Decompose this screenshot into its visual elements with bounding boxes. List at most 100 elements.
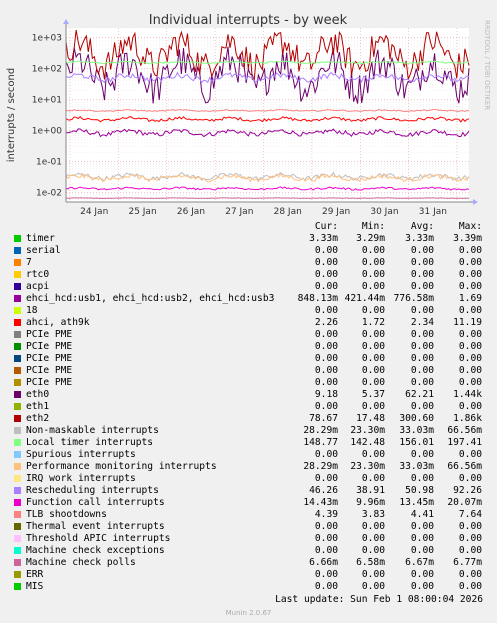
legend-row: PCIe PME 0.00 0.00 0.00 0.00 xyxy=(0,329,497,341)
legend-max-value: 1.44k xyxy=(453,389,482,400)
legend-avg-value: 13.45m xyxy=(399,497,434,508)
legend-min-value: 6.58m xyxy=(356,557,385,568)
legend-max-value: 0.00 xyxy=(458,521,482,532)
legend-row: PCIe PME 0.00 0.00 0.00 0.00 xyxy=(0,341,497,353)
legend-max-value: 0.00 xyxy=(458,329,482,340)
legend-min-value: 0.00 xyxy=(361,341,385,352)
legend-cur-value: 78.67 xyxy=(309,413,338,424)
legend-avg-value: 0.00 xyxy=(410,353,434,364)
legend-swatch xyxy=(14,379,21,386)
legend-max-value: 92.26 xyxy=(453,485,482,496)
legend-row: timer 3.33m 3.29m 3.33m 3.39m xyxy=(0,233,497,245)
legend-row: ERR 0.00 0.00 0.00 0.00 xyxy=(0,569,497,581)
legend-label: PCIe PME xyxy=(26,329,73,340)
legend-cur-value: 3.33m xyxy=(309,233,338,244)
legend-avg-value: 0.00 xyxy=(410,401,434,412)
legend-min-value: 3.29m xyxy=(356,233,385,244)
legend-label: PCIe PME xyxy=(26,377,73,388)
y-tick-label: 1e-01 xyxy=(36,158,62,168)
legend-label: eth1 xyxy=(26,401,50,412)
legend-max-value: 0.00 xyxy=(458,353,482,364)
legend-avg-value: 3.33m xyxy=(405,233,434,244)
legend-avg-value: 62.21 xyxy=(405,389,434,400)
legend-row: eth0 9.18 5.37 62.21 1.44k xyxy=(0,389,497,401)
legend-avg-value: 0.00 xyxy=(410,473,434,484)
legend-min-value: 0.00 xyxy=(361,449,385,460)
legend-label: Rescheduling interrupts xyxy=(26,485,159,496)
col-max-header: Max: xyxy=(458,221,482,232)
legend-swatch xyxy=(14,511,21,518)
legend-label: PCIe PME xyxy=(26,341,73,352)
legend-cur-value: 0.00 xyxy=(314,245,338,256)
legend-min-value: 0.00 xyxy=(361,533,385,544)
legend-avg-value: 0.00 xyxy=(410,449,434,460)
legend-max-value: 0.00 xyxy=(458,341,482,352)
legend-row: Non-maskable interrupts 28.29m 23.30m 33.03… xyxy=(0,425,497,437)
legend-max-value: 0.00 xyxy=(458,449,482,460)
legend-cur-value: 0.00 xyxy=(314,365,338,376)
chart-title: Individual interrupts - by week xyxy=(149,13,348,28)
legend-cur-value: 0.00 xyxy=(314,581,338,592)
legend-swatch xyxy=(14,307,21,314)
legend-avg-value: 33.03m xyxy=(399,461,434,472)
x-axis-arrow xyxy=(473,199,478,205)
x-tick-label: 30 Jan xyxy=(370,207,398,217)
legend-cur-value: 0.00 xyxy=(314,401,338,412)
series-line xyxy=(65,116,470,123)
legend-row: Machine check exceptions 0.00 0.00 0.00 0.00 xyxy=(0,545,497,557)
legend-cur-value: 148.77 xyxy=(303,437,338,448)
legend-avg-value: 0.00 xyxy=(410,581,434,592)
legend-min-value: 9.96m xyxy=(356,497,385,508)
legend-label: serial xyxy=(26,245,61,256)
legend-row: Function call interrupts 14.43m 9.96m 13.45… xyxy=(0,497,497,509)
legend-cur-value: 848.13m xyxy=(297,293,338,304)
series-line xyxy=(65,128,470,138)
legend-swatch xyxy=(14,535,21,542)
legend-avg-value: 0.00 xyxy=(410,257,434,268)
legend-avg-value: 33.03m xyxy=(399,425,434,436)
legend-row: PCIe PME 0.00 0.00 0.00 0.00 xyxy=(0,377,497,389)
legend-min-value: 23.30m xyxy=(350,461,385,472)
legend-avg-value: 0.00 xyxy=(410,269,434,280)
legend-label: Threshold APIC interrupts xyxy=(26,533,171,544)
legend-max-value: 6.77m xyxy=(453,557,482,568)
legend-max-value: 0.00 xyxy=(458,281,482,292)
legend-swatch xyxy=(14,403,21,410)
legend-label: Thermal event interrupts xyxy=(26,521,165,532)
x-tick-label: 28 Jan xyxy=(274,207,302,217)
legend-avg-value: 776.58m xyxy=(393,293,434,304)
legend-min-value: 0.00 xyxy=(361,305,385,316)
legend-min-value: 3.83 xyxy=(361,509,385,520)
legend-row: 7 0.00 0.00 0.00 0.00 xyxy=(0,257,497,269)
legend-swatch xyxy=(14,499,21,506)
legend-row: TLB shootdowns 4.39 3.83 4.41 7.64 xyxy=(0,509,497,521)
legend-header: Cur: Min: Avg: Max: xyxy=(0,221,497,233)
legend-swatch xyxy=(14,487,21,494)
legend-row: ahci, ath9k 2.26 1.72 2.34 11.19 xyxy=(0,317,497,329)
legend-row: PCIe PME 0.00 0.00 0.00 0.00 xyxy=(0,365,497,377)
legend-max-value: 0.00 xyxy=(458,545,482,556)
legend-label: Performance monitoring interrupts xyxy=(26,461,217,472)
legend-cur-value: 0.00 xyxy=(314,533,338,544)
legend-max-value: 3.39m xyxy=(453,233,482,244)
legend-cur-value: 0.00 xyxy=(314,257,338,268)
series-line xyxy=(65,60,470,65)
series-line xyxy=(65,46,470,104)
legend-min-value: 0.00 xyxy=(361,545,385,556)
y-tick-label: 1e+03 xyxy=(32,33,62,43)
legend-avg-value: 6.67m xyxy=(405,557,434,568)
legend-cur-value: 0.00 xyxy=(314,305,338,316)
x-tick-label: 25 Jan xyxy=(128,207,156,217)
legend-cur-value: 4.39 xyxy=(314,509,338,520)
legend-avg-value: 4.41 xyxy=(410,509,434,520)
legend-row: PCIe PME 0.00 0.00 0.00 0.00 xyxy=(0,353,497,365)
legend-cur-value: 0.00 xyxy=(314,449,338,460)
legend-cur-value: 0.00 xyxy=(314,377,338,388)
legend-max-value: 1.86k xyxy=(453,413,482,424)
legend-max-value: 0.00 xyxy=(458,245,482,256)
legend-max-value: 66.56m xyxy=(447,461,482,472)
legend-max-value: 0.00 xyxy=(458,581,482,592)
legend-cur-value: 9.18 xyxy=(314,389,338,400)
legend-label: Machine check exceptions xyxy=(26,545,165,556)
legend-swatch xyxy=(14,439,21,446)
